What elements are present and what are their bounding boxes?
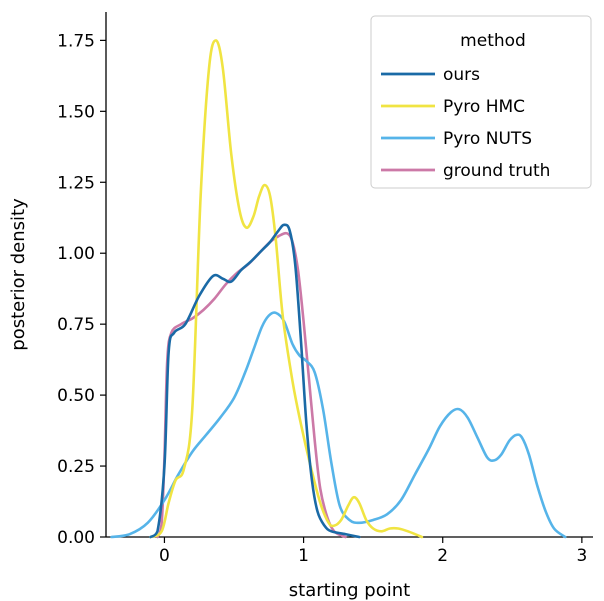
y-axis-label: posterior density xyxy=(8,198,29,351)
legend-box xyxy=(370,15,592,189)
legend-label-ours: ours xyxy=(443,65,480,85)
ticks: 0 1 2 3 0.00 0.25 0.50 0.75 1.00 1.25 1.50 1.75 xyxy=(57,31,587,566)
legend-label-pyro-nuts: Pyro NUTS xyxy=(443,129,532,149)
x-tick-label: 3 xyxy=(576,546,587,566)
axes xyxy=(105,12,593,538)
series-lines xyxy=(110,39,567,539)
y-tick-label: 0.75 xyxy=(57,315,95,335)
series-line-pyro-nuts xyxy=(110,311,567,539)
x-tick-label: 1 xyxy=(298,546,309,566)
y-tick-label: 1.00 xyxy=(57,244,95,264)
series-line-ours xyxy=(149,223,361,539)
legend-title: method xyxy=(460,31,526,51)
y-tick-label: 0.25 xyxy=(57,457,95,477)
x-axis-label: starting point xyxy=(289,580,410,601)
y-tick-label: 0.50 xyxy=(57,386,95,406)
x-tick-label: 2 xyxy=(437,546,448,566)
y-tick-label: 0.00 xyxy=(57,528,95,548)
legend-label-ground-truth: ground truth xyxy=(443,161,550,181)
y-tick-label: 1.25 xyxy=(57,173,95,193)
legend: method ours Pyro HMC Pyro NUTS ground truth xyxy=(370,15,592,189)
x-tick-label: 0 xyxy=(159,546,170,566)
legend-label-pyro-hmc: Pyro HMC xyxy=(443,97,525,117)
y-tick-label: 1.75 xyxy=(57,31,95,51)
series-line-pyro-hmc xyxy=(149,39,424,539)
y-tick-label: 1.50 xyxy=(57,102,95,122)
